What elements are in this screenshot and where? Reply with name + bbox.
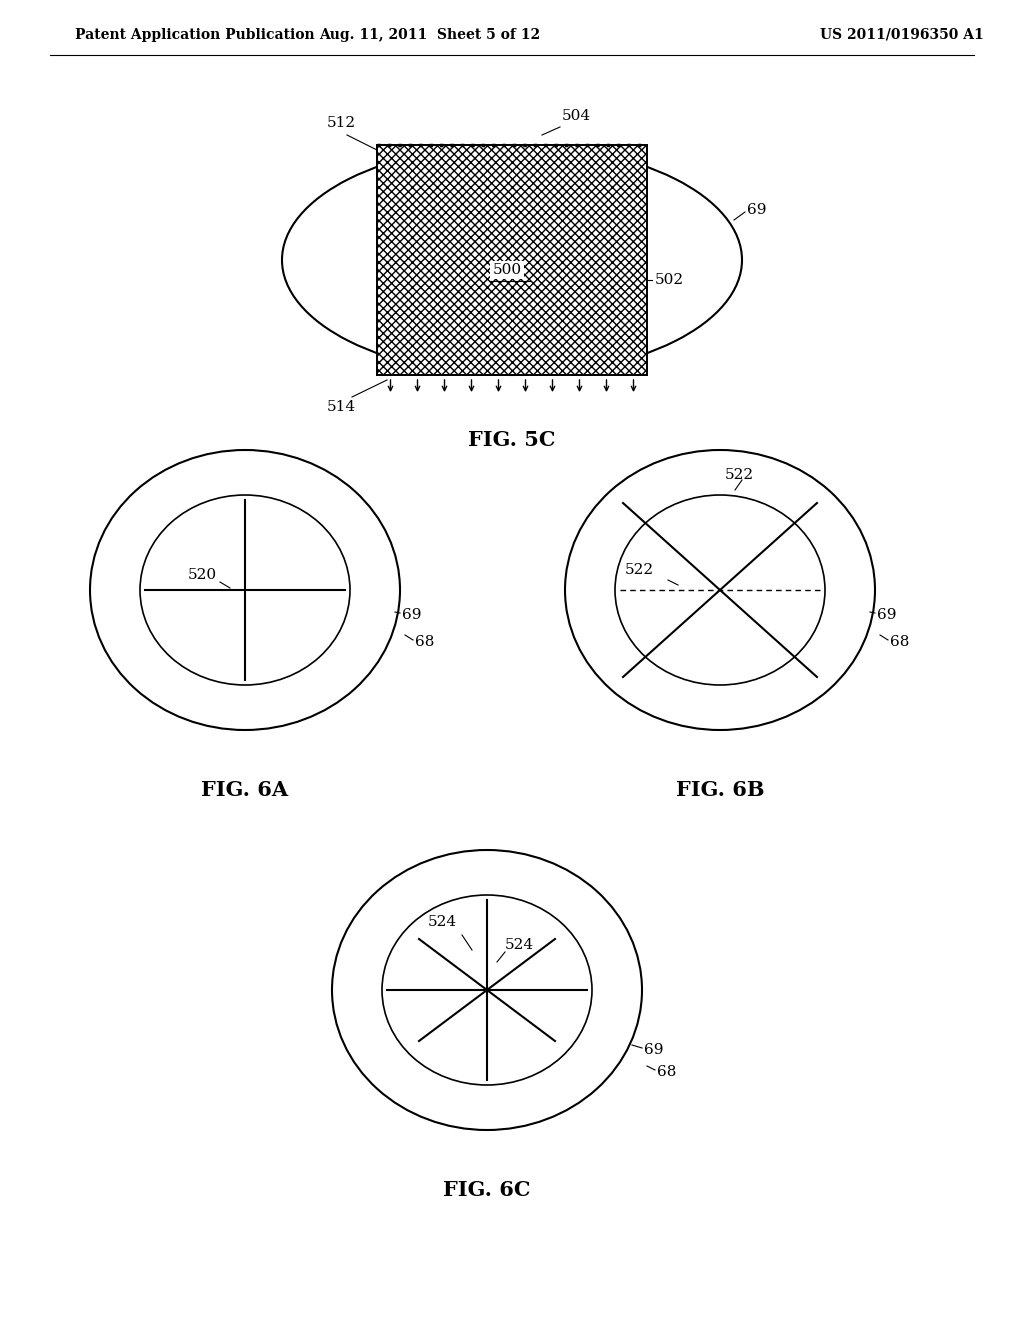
Text: FIG. 5C: FIG. 5C [468, 430, 556, 450]
Text: 500: 500 [493, 263, 521, 277]
Text: 68: 68 [657, 1065, 677, 1078]
Text: US 2011/0196350 A1: US 2011/0196350 A1 [820, 28, 984, 42]
Text: 522: 522 [725, 469, 754, 482]
Text: 520: 520 [187, 568, 217, 582]
Text: 512: 512 [327, 116, 356, 129]
Text: 504: 504 [562, 110, 591, 123]
Text: 524: 524 [428, 915, 457, 929]
Text: Aug. 11, 2011  Sheet 5 of 12: Aug. 11, 2011 Sheet 5 of 12 [319, 28, 541, 42]
Text: FIG. 6A: FIG. 6A [202, 780, 289, 800]
Text: FIG. 6C: FIG. 6C [443, 1180, 530, 1200]
Text: 69: 69 [644, 1043, 664, 1057]
Text: 69: 69 [877, 609, 896, 622]
Text: 522: 522 [625, 564, 654, 577]
Text: 69: 69 [746, 203, 767, 216]
Text: 68: 68 [415, 635, 434, 649]
Text: Patent Application Publication: Patent Application Publication [75, 28, 314, 42]
Bar [377, 145, 647, 375]
Text: FIG. 6B: FIG. 6B [676, 780, 764, 800]
Text: 524: 524 [505, 939, 535, 952]
Bar [377, 145, 647, 375]
Text: 514: 514 [327, 400, 356, 414]
Text: 502: 502 [655, 273, 684, 286]
Text: 69: 69 [402, 609, 422, 622]
Text: 68: 68 [890, 635, 909, 649]
